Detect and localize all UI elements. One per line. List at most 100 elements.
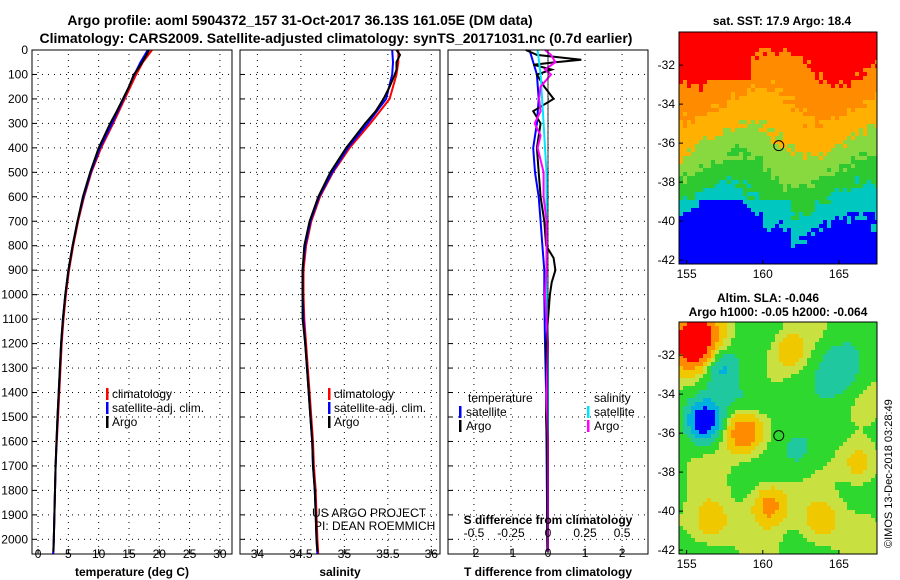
grid-dot xyxy=(168,489,169,491)
map-cell xyxy=(711,100,716,105)
grid-dot xyxy=(358,98,359,100)
grid-dot xyxy=(430,396,432,397)
grid-dot xyxy=(222,196,223,198)
grid-dot xyxy=(387,66,389,67)
grid-dot xyxy=(418,147,419,149)
grid-dot xyxy=(614,294,615,296)
grid-dot xyxy=(510,504,512,505)
grid-dot xyxy=(621,72,623,73)
grid-dot xyxy=(60,245,61,247)
map-cell xyxy=(703,108,708,113)
grid-dot xyxy=(424,73,425,75)
grid-dot xyxy=(621,516,623,517)
grid-dot xyxy=(536,294,537,296)
grid-dot xyxy=(256,516,258,517)
grid-dot xyxy=(560,147,561,149)
grid-dot xyxy=(162,514,163,516)
series-line-argo xyxy=(52,49,150,552)
grid-dot xyxy=(158,330,160,331)
grid-dot xyxy=(128,156,130,157)
grid-dot xyxy=(430,240,432,241)
map-cell xyxy=(727,108,732,113)
grid-dot xyxy=(470,392,471,394)
map-cell xyxy=(715,120,720,125)
grid-dot xyxy=(192,171,193,173)
grid-dot xyxy=(418,171,419,173)
map-cell xyxy=(731,48,736,53)
grid-dot xyxy=(584,171,585,173)
grid-dot xyxy=(358,392,359,394)
grid-dot xyxy=(67,312,69,313)
grid-dot xyxy=(328,196,329,198)
grid-dot xyxy=(162,147,163,149)
grid-dot xyxy=(219,204,221,205)
grid-dot xyxy=(578,294,579,296)
grid-dot xyxy=(120,318,121,320)
grid-dot xyxy=(584,489,585,491)
grid-dot xyxy=(42,416,43,418)
grid-dot xyxy=(128,246,130,247)
grid-dot xyxy=(473,282,475,283)
grid-dot xyxy=(430,468,432,469)
grid-dot xyxy=(376,440,377,442)
grid-dot xyxy=(644,367,645,369)
map-cell xyxy=(791,56,796,61)
grid-dot xyxy=(621,534,623,535)
grid-dot xyxy=(524,73,525,75)
map-cell xyxy=(747,84,752,89)
grid-dot xyxy=(430,122,431,124)
grid-dot xyxy=(473,318,475,319)
grid-dot xyxy=(430,228,432,229)
map-cell xyxy=(683,76,688,81)
map-cell xyxy=(679,36,684,41)
map-cell xyxy=(843,68,848,73)
grid-dot xyxy=(180,440,181,442)
grid-dot xyxy=(96,440,97,442)
map-cell xyxy=(687,136,692,141)
grid-dot xyxy=(346,514,347,516)
map-cell xyxy=(707,48,712,53)
map-cell xyxy=(683,108,688,113)
grid-dot xyxy=(216,294,217,296)
legend-swatch xyxy=(587,420,590,432)
grid-dot xyxy=(37,198,39,199)
map-cell xyxy=(827,80,832,85)
grid-dot xyxy=(189,282,191,283)
grid-dot xyxy=(189,426,191,427)
grid-dot xyxy=(340,294,341,296)
map-cell xyxy=(759,104,764,109)
grid-dot xyxy=(180,392,181,394)
grid-dot xyxy=(387,402,389,403)
grid-dot xyxy=(376,196,377,198)
map-cell xyxy=(843,72,848,77)
grid-dot xyxy=(120,122,121,124)
grid-dot xyxy=(78,196,79,198)
grid-dot xyxy=(524,147,525,149)
map-cell xyxy=(835,84,840,89)
grid-dot xyxy=(376,416,377,418)
grid-dot xyxy=(67,300,69,301)
map-cell xyxy=(863,36,868,41)
grid-dot xyxy=(128,132,130,133)
grid-dot xyxy=(614,392,615,394)
grid-dot xyxy=(584,174,586,175)
map-cell xyxy=(831,108,836,113)
grid-dot xyxy=(352,465,353,467)
grid-dot xyxy=(500,122,501,124)
grid-dot xyxy=(268,367,269,369)
map-cell xyxy=(755,72,760,77)
grid-dot xyxy=(228,171,229,173)
grid-dot xyxy=(560,538,561,540)
grid-dot xyxy=(328,343,329,345)
grid-dot xyxy=(436,220,437,222)
grid-dot xyxy=(387,336,389,337)
map-cell xyxy=(807,72,812,77)
grid-dot xyxy=(78,465,79,467)
grid-dot xyxy=(482,318,483,320)
grid-dot xyxy=(274,98,275,100)
map-cell xyxy=(807,80,812,85)
map-cell xyxy=(827,32,832,37)
grid-dot xyxy=(621,378,623,379)
map-cell xyxy=(739,128,744,133)
grid-dot xyxy=(430,294,431,296)
